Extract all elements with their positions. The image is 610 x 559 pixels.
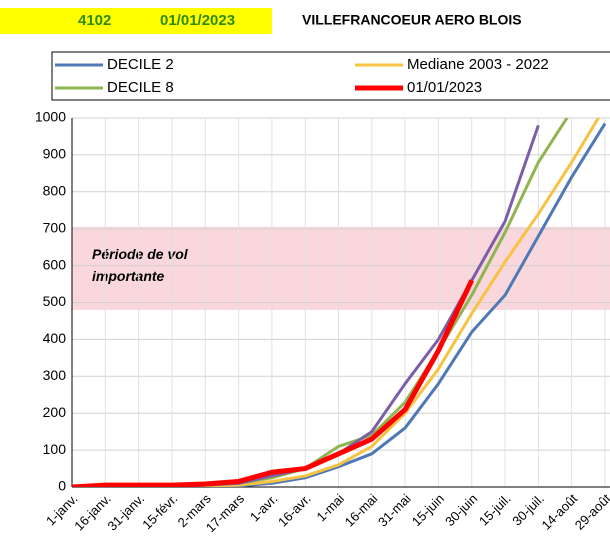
band-label: Période de vol importante [92,246,189,284]
x-tick-label: 30-juin [442,491,480,529]
y-tick-label: 0 [58,478,66,494]
legend-label: DECILE 2 [107,56,174,73]
y-tick-label: 800 [43,183,67,199]
y-tick-label: 100 [43,441,67,457]
x-tick-label: 31-janv. [105,491,148,534]
y-tick-label: 500 [43,293,67,309]
y-tick-label: 400 [43,330,67,346]
y-tick-label: 1000 [35,109,66,125]
x-tick-label: 15-févr. [139,491,180,532]
plot-area [72,118,607,487]
code: 4102 [78,12,111,29]
legend-label: DECILE 8 [107,79,174,96]
line [72,118,569,487]
line [72,279,475,487]
x-tick-label: 16-avr. [275,491,314,530]
line [72,122,607,487]
header-box [0,8,272,34]
y-tick-label: 900 [43,146,67,162]
x-tick-label: 15-juin [409,491,447,529]
x-tick-label: 29-août [572,491,610,533]
y-tick-label: 700 [43,219,67,235]
line [72,118,601,487]
chart-title: VILLEFRANCOEUR AERO BLOIS [302,12,522,28]
date: 01/01/2023 [160,12,235,29]
x-tick-label: 15-juil. [476,491,514,529]
legend-label: Mediane 2003 - 2022 [407,56,549,73]
y-tick-label: 600 [43,256,67,272]
x-tick-label: 16-mai [342,491,381,530]
x-tick-label: 14-août [538,491,580,533]
x-tick-label: 31-mai [375,491,414,530]
y-tick-label: 300 [43,367,67,383]
y-tick-label: 200 [43,404,67,420]
legend [51,51,610,101]
legend-label: 01/01/2023 [407,79,482,96]
